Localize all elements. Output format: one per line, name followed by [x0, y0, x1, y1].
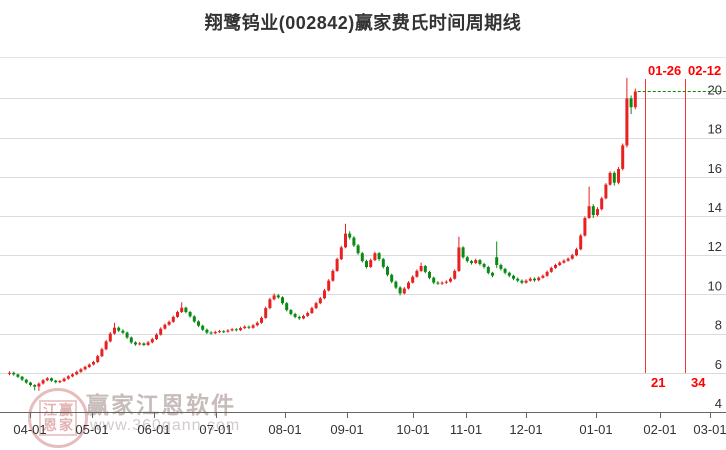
- x-axis-label: 02-01: [643, 422, 676, 437]
- x-axis-label: 03-01: [693, 422, 726, 437]
- x-axis-label: 11-01: [450, 422, 482, 437]
- watermark-brand: 赢家江恩软件: [86, 392, 236, 418]
- seal-char: 家: [59, 417, 73, 433]
- watermark-seal-icon: 江赢恩家: [28, 388, 88, 448]
- y-axis-label: 8: [715, 318, 722, 333]
- seal-char: 恩: [43, 417, 57, 433]
- y-axis-label: 14: [708, 200, 722, 215]
- y-axis-label: 16: [708, 161, 722, 176]
- x-axis-label: 12-01: [509, 422, 542, 437]
- fib-date-label: 01-26: [648, 63, 681, 78]
- y-axis-label: 12: [708, 239, 722, 254]
- x-axis-label: 10-01: [396, 422, 429, 437]
- x-axis-label: 04-01: [13, 422, 46, 437]
- x-axis-label: 05-01: [75, 422, 108, 437]
- x-axis-label: 01-01: [579, 422, 612, 437]
- fib-count-label: 34: [691, 375, 706, 390]
- x-axis-label: 07-01: [199, 422, 232, 437]
- fib-count-label: 21: [651, 375, 665, 390]
- seal-char: 赢: [59, 402, 73, 418]
- y-axis-label: 18: [708, 122, 722, 137]
- x-axis-label: 08-01: [268, 422, 301, 437]
- y-axis-label: 10: [708, 278, 722, 293]
- page-title: 翔鹭钨业(002842)赢家费氏时间周期线: [204, 13, 522, 33]
- x-axis-label: 09-01: [330, 422, 363, 437]
- y-axis-label: 6: [715, 357, 722, 372]
- x-axis-label: 06-01: [137, 422, 170, 437]
- watermark-url: www.360gann.com: [90, 417, 241, 434]
- y-axis-label: 4: [715, 396, 722, 411]
- y-axis-label: 20: [708, 82, 722, 97]
- fib-date-label: 02-12: [688, 63, 721, 78]
- seal-char: 江: [43, 402, 57, 418]
